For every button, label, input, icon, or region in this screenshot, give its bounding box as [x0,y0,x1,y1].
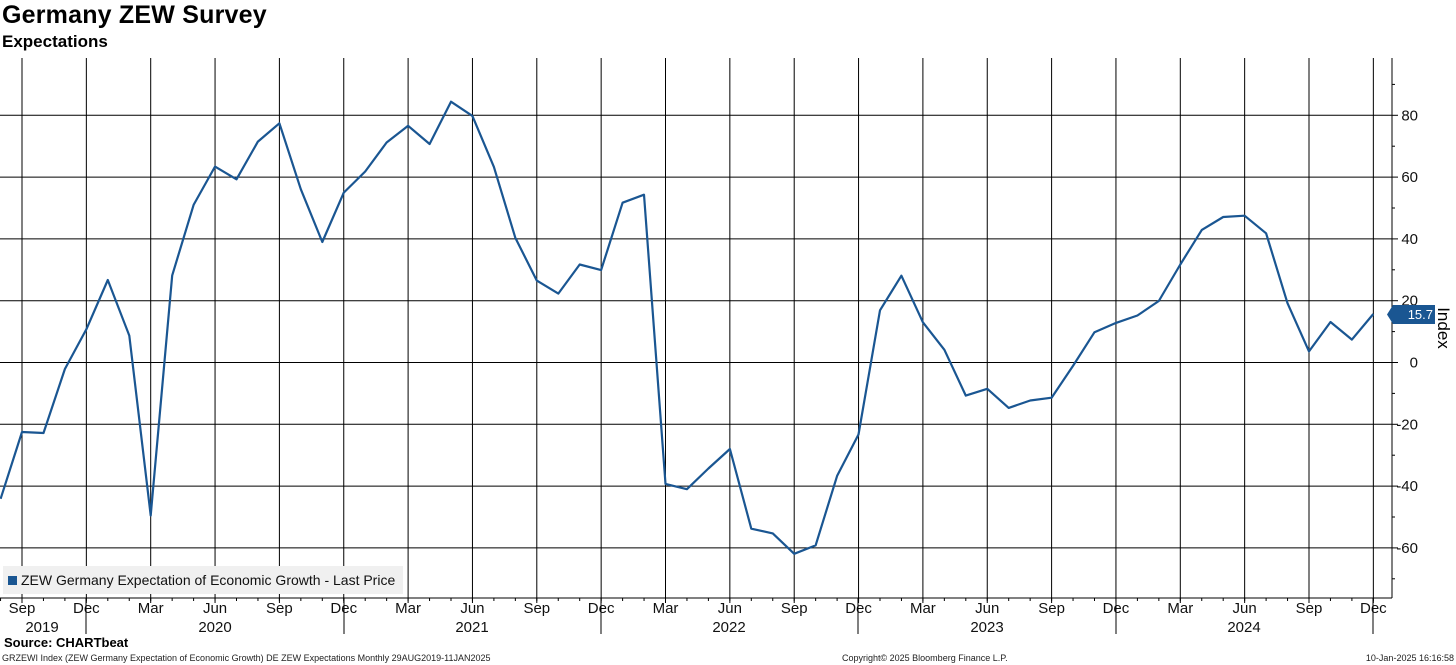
x-tick-label: Jun [1233,600,1257,617]
x-tick-label: Dec [73,600,100,617]
y-tick-label: 0 [1410,355,1418,372]
chart-title: Germany ZEW Survey [2,1,267,29]
source-label: Source: CHARTbeat [4,635,129,650]
chart-subtitle: Expectations [2,32,108,51]
y-tick-label: -40 [1396,478,1418,495]
legend-swatch [8,575,17,585]
x-tick-label: Sep [1296,600,1323,617]
y-axis-label: Index [1433,307,1453,349]
footer-ticker-info: GRZEWI Index (ZEW Germany Expectation of… [2,653,491,663]
x-tick-label: Jun [975,600,999,617]
last-value-badge: 15.7 [1393,305,1435,324]
last-value-pointer [1387,305,1393,324]
vertical-gridlines [21,58,1374,603]
x-tick-label: Sep [266,600,293,617]
legend: ZEW Germany Expectation of Economic Grow… [3,566,404,594]
x-tick-label: Sep [523,600,550,617]
year-label: 2020 [198,619,231,636]
x-tick-label: Jun [460,600,484,617]
x-tick-label: Jun [203,600,227,617]
x-tick-label: Mar [1167,600,1193,617]
x-tick-label: Mar [653,600,679,617]
y-tick-label: -20 [1396,416,1418,433]
x-tick-label: Sep [9,600,36,617]
x-tick-label: Mar [910,600,936,617]
y-tick-label: 80 [1401,107,1418,124]
footer-timestamp: 10-Jan-2025 16:16:58 [1365,653,1454,663]
y-tick-label: 60 [1401,169,1418,186]
horizontal-gridlines [0,83,1398,580]
x-tick-label: Sep [781,600,808,617]
y-tick-label: -60 [1396,540,1418,557]
axes [0,58,1393,601]
year-label: 2022 [712,619,745,636]
year-labels: 2019 2020 2021 2022 2023 2024 [25,598,1374,636]
x-tick-label: Mar [395,600,421,617]
y-tick-label: 40 [1401,231,1418,248]
footer-copyright: Copyright© 2025 Bloomberg Finance L.P. [842,653,1008,663]
year-label: 2023 [970,619,1003,636]
year-label: 2019 [25,619,58,636]
year-label: 2021 [455,619,488,636]
x-tick-label: Jun [718,600,742,617]
x-tick-label: Mar [138,600,164,617]
x-tick-labels: Sep Dec Mar Jun Sep Dec Mar Jun Sep Dec Mar Jun Sep D… [9,600,1388,617]
year-label: 2024 [1227,619,1260,636]
legend-label: ZEW Germany Expectation of Economic Grow… [21,572,396,588]
x-tick-label: Dec [845,600,872,617]
series-line [0,100,1375,555]
x-tick-label: Sep [1038,600,1065,617]
x-tick-label: Dec [1360,600,1387,617]
